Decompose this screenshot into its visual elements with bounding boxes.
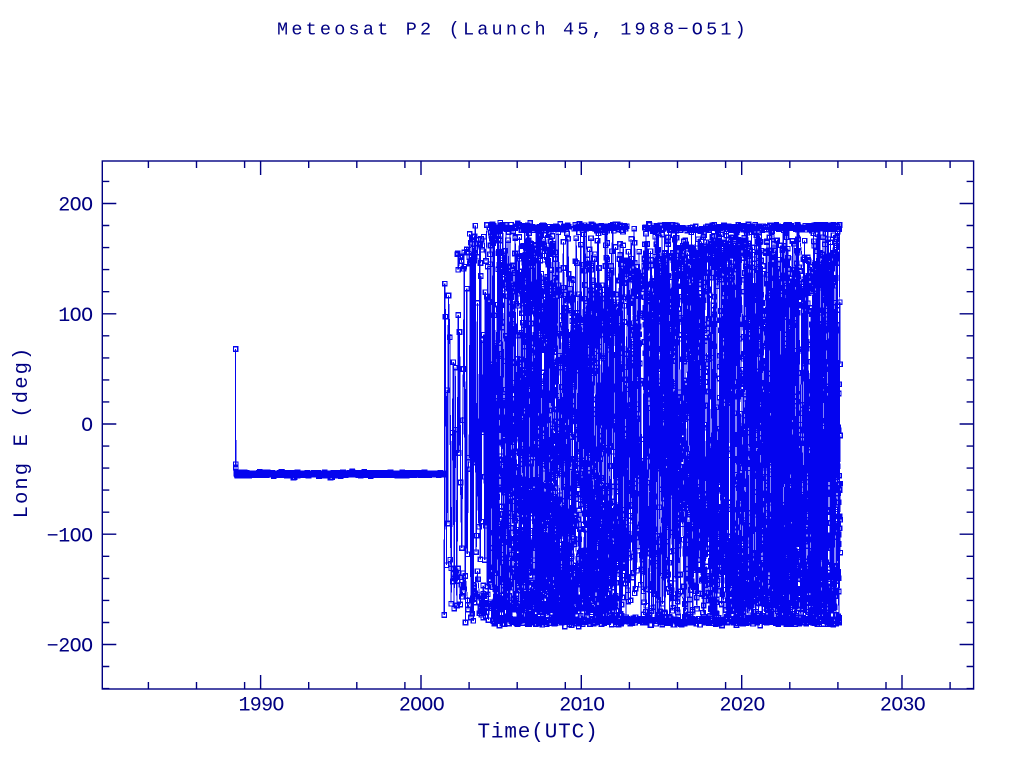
svg-text:2OOO: 2OOO (399, 695, 444, 718)
svg-text:1OO: 1OO (58, 305, 92, 328)
svg-text:2OO: 2OO (58, 195, 92, 218)
svg-text:Long E (deg): Long E (deg) (11, 346, 34, 519)
svg-text:199O: 199O (238, 695, 283, 718)
svg-text:2O2O: 2O2O (720, 695, 765, 718)
svg-text:2O3O: 2O3O (880, 695, 925, 718)
svg-text:−1OO: −1OO (47, 525, 93, 548)
svg-text:−2OO: −2OO (47, 636, 93, 659)
svg-text:2O1O: 2O1O (559, 695, 604, 718)
svg-text:O: O (81, 415, 92, 438)
svg-text:Meteosat P2 (Launch 45, 1988−O: Meteosat P2 (Launch 45, 1988−O51) (277, 20, 749, 41)
svg-text:Time(UTC): Time(UTC) (477, 721, 598, 744)
